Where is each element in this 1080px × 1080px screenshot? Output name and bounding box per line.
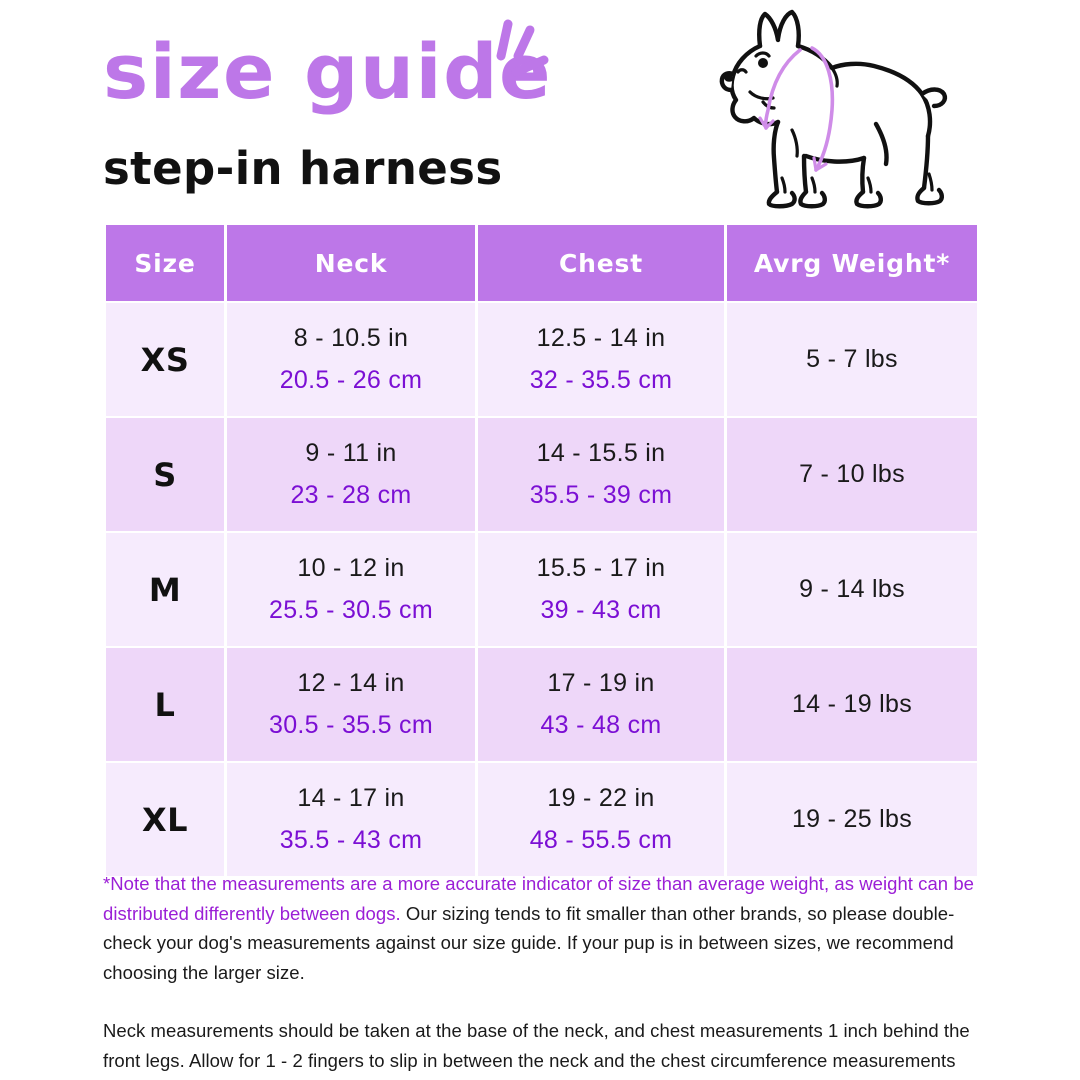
weight-range: 19 - 25 lbs xyxy=(791,805,913,833)
size-label: XL xyxy=(141,800,189,839)
weight-range: 9 - 14 lbs xyxy=(799,575,905,603)
weight-range: 7 - 10 lbs xyxy=(799,460,905,488)
neck-loop-arrowhead xyxy=(758,116,775,130)
neck-inches: 8 - 10.5 in xyxy=(293,323,409,352)
neck-inches: 12 - 14 in xyxy=(297,668,405,697)
footnote-measuring: Neck measurements should be taken at the… xyxy=(103,1020,970,1080)
cell-neck: 9 - 11 in 23 - 28 cm xyxy=(227,418,475,531)
cell-weight: 5 - 7 lbs xyxy=(727,303,977,416)
column-header-weight: Avrg Weight* xyxy=(727,225,977,301)
neck-inches: 10 - 12 in xyxy=(297,553,405,582)
chest-inches: 19 - 22 in xyxy=(547,783,655,812)
neck-measurement-loop xyxy=(763,48,802,130)
size-chart-table: Size Neck Chest Avrg Weight* XS 8 - 10.5… xyxy=(103,223,980,878)
cell-size: S xyxy=(106,418,224,531)
cell-neck: 14 - 17 in 35.5 - 43 cm xyxy=(227,763,475,876)
cell-weight: 14 - 19 lbs xyxy=(727,648,977,761)
cell-chest: 19 - 22 in 48 - 55.5 cm xyxy=(478,763,724,876)
page-title: size guide xyxy=(103,27,553,116)
neck-cm: 35.5 - 43 cm xyxy=(279,826,423,854)
chest-cm: 39 - 43 cm xyxy=(540,596,662,624)
footnote-rest: Our sizing tends to fit smaller than oth… xyxy=(103,902,955,983)
size-label: S xyxy=(153,455,177,494)
table-header-row: Size Neck Chest Avrg Weight* xyxy=(106,225,977,301)
cell-neck: 8 - 10.5 in 20.5 - 26 cm xyxy=(227,303,475,416)
chest-cm: 43 - 48 cm xyxy=(540,711,662,739)
cell-neck: 12 - 14 in 30.5 - 35.5 cm xyxy=(227,648,475,761)
cell-size: M xyxy=(106,533,224,646)
footnotes: *Note that the measurements are a more a… xyxy=(103,869,975,1080)
cell-size: XL xyxy=(106,763,224,876)
chest-inches: 14 - 15.5 in xyxy=(536,438,666,467)
table-row: XL 14 - 17 in 35.5 - 43 cm 19 - 22 in 48… xyxy=(106,763,977,876)
cell-size: L xyxy=(106,648,224,761)
cell-chest: 17 - 19 in 43 - 48 cm xyxy=(478,648,724,761)
cell-chest: 14 - 15.5 in 35.5 - 39 cm xyxy=(478,418,724,531)
chest-measurement-loop xyxy=(810,46,835,172)
cell-size: XS xyxy=(106,303,224,416)
weight-range: 5 - 7 lbs xyxy=(806,345,898,373)
column-header-neck: Neck xyxy=(227,225,475,301)
chest-inches: 17 - 19 in xyxy=(547,668,655,697)
cell-chest: 15.5 - 17 in 39 - 43 cm xyxy=(478,533,724,646)
title-row: size guide xyxy=(103,19,723,120)
chest-cm: 35.5 - 39 cm xyxy=(529,481,673,509)
neck-inches: 9 - 11 in xyxy=(305,438,397,467)
size-label: L xyxy=(154,685,176,724)
table-row: L 12 - 14 in 30.5 - 35.5 cm 17 - 19 in 4… xyxy=(106,648,977,761)
column-header-size: Size xyxy=(106,225,224,301)
neck-cm: 25.5 - 30.5 cm xyxy=(268,596,433,624)
cell-weight: 9 - 14 lbs xyxy=(727,533,977,646)
table-row: M 10 - 12 in 25.5 - 30.5 cm 15.5 - 17 in… xyxy=(106,533,977,646)
cell-neck: 10 - 12 in 25.5 - 30.5 cm xyxy=(227,533,475,646)
chest-inches: 15.5 - 17 in xyxy=(536,553,666,582)
cell-weight: 7 - 10 lbs xyxy=(727,418,977,531)
neck-inches: 14 - 17 in xyxy=(297,783,405,812)
footnote-sizing: *Note that the measurements are a more a… xyxy=(103,869,975,987)
size-label: M xyxy=(148,570,182,609)
chest-cm: 32 - 35.5 cm xyxy=(529,366,673,394)
footnote-highlight: *Note that the measurements are a more a… xyxy=(103,873,975,924)
heading-block: size guide step-in harness xyxy=(103,19,723,198)
neck-cm: 20.5 - 26 cm xyxy=(279,366,423,394)
cell-chest: 12.5 - 14 in 32 - 35.5 cm xyxy=(478,303,724,416)
page-subtitle: step-in harness xyxy=(103,142,503,195)
weight-range: 14 - 19 lbs xyxy=(791,690,913,718)
column-header-chest: Chest xyxy=(478,225,724,301)
chest-inches: 12.5 - 14 in xyxy=(536,323,666,352)
french-bulldog-illustration xyxy=(719,9,948,209)
size-label: XS xyxy=(140,340,190,379)
neck-cm: 23 - 28 cm xyxy=(290,481,412,509)
chest-loop-arrowhead xyxy=(812,156,828,172)
table-row: XS 8 - 10.5 in 20.5 - 26 cm 12.5 - 14 in… xyxy=(106,303,977,416)
cell-weight: 19 - 25 lbs xyxy=(727,763,977,876)
neck-cm: 30.5 - 35.5 cm xyxy=(268,711,433,739)
table-row: S 9 - 11 in 23 - 28 cm 14 - 15.5 in 35.5… xyxy=(106,418,977,531)
chest-cm: 48 - 55.5 cm xyxy=(529,826,673,854)
